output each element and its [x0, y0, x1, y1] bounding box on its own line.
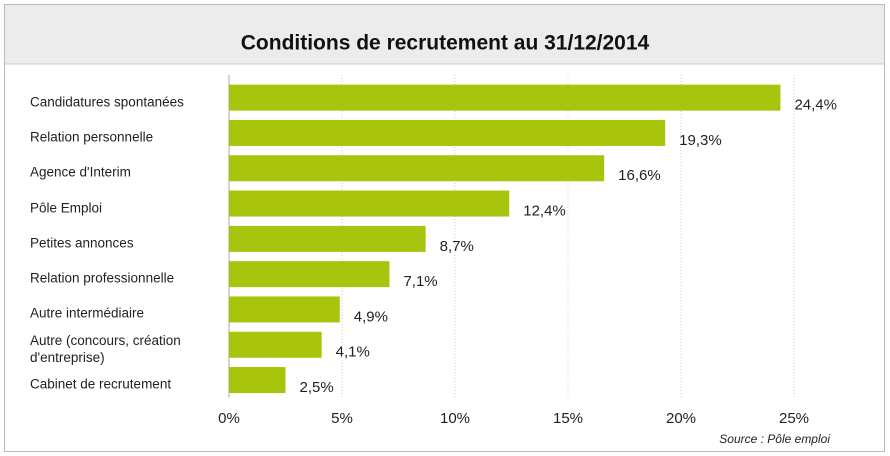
data-label: 24,4%	[794, 97, 837, 114]
bar	[229, 119, 666, 146]
frame	[4, 4, 885, 452]
y-tick-label: Agence d'Interim	[30, 164, 131, 180]
data-label: 7,1%	[403, 273, 437, 290]
y-tick-label: Petites annonces	[30, 235, 134, 251]
x-tick-label: 15%	[553, 410, 583, 427]
data-label: 4,9%	[354, 308, 388, 325]
y-tick-label: Autre (concours, création d'entreprise)	[30, 332, 181, 365]
y-tick-label: Relation professionnelle	[30, 270, 175, 286]
data-label: 8,7%	[440, 238, 474, 255]
header-band	[5, 5, 884, 64]
x-tick-label: 25%	[779, 410, 809, 427]
bar	[229, 261, 390, 288]
y-tick-label: Pôle Emploi	[30, 200, 103, 216]
x-tick-label: 5%	[331, 410, 353, 427]
bar	[229, 190, 510, 217]
bar	[229, 296, 340, 323]
data-label: 12,4%	[523, 203, 566, 220]
y-tick-label: Relation personnelle	[30, 129, 154, 145]
bar	[229, 331, 322, 358]
x-tick-label: 10%	[440, 410, 470, 427]
y-tick-label: Autre intermédiaire	[30, 305, 145, 321]
x-tick-label: 20%	[666, 410, 696, 427]
data-label: 16,6%	[618, 167, 661, 184]
data-label: 19,3%	[679, 132, 722, 149]
bar	[229, 367, 286, 394]
y-tick-label: Cabinet de recrutement	[30, 376, 172, 392]
bar	[229, 84, 781, 111]
y-tick-label: Candidatures spontanées	[30, 94, 184, 110]
x-tick-label: 0%	[218, 410, 240, 427]
data-label: 4,1%	[336, 344, 370, 361]
chart-title: Conditions de recrutement au 31/12/2014	[241, 32, 650, 55]
source: Source : Pôle emploi	[719, 432, 830, 446]
bar	[229, 225, 426, 252]
data-label: 2,5%	[300, 379, 334, 396]
bar	[229, 155, 605, 182]
